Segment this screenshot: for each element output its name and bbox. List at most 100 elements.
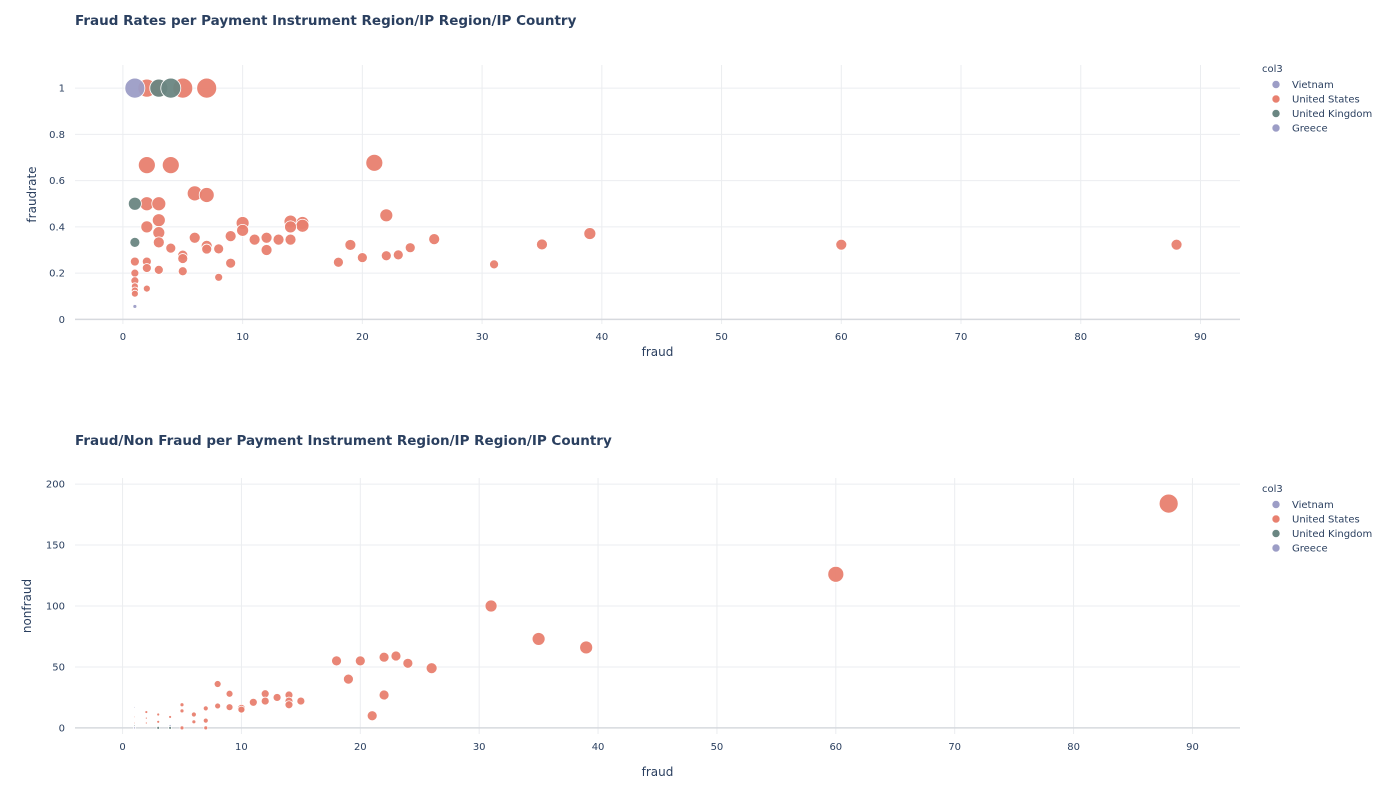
data-point — [354, 655, 366, 667]
legend-entry: United States — [1292, 95, 1360, 106]
data-point — [198, 187, 215, 203]
x-tick-label: 90 — [1194, 332, 1207, 343]
y-tick-label: 0 — [59, 723, 65, 734]
x-tick-label: 20 — [356, 332, 369, 343]
y-tick-label: 150 — [46, 541, 65, 552]
data-point — [331, 655, 342, 667]
data-point — [237, 705, 246, 714]
legend-marker — [1271, 514, 1281, 524]
data-point — [579, 640, 594, 655]
data-point — [203, 725, 209, 731]
data-point — [133, 726, 136, 730]
data-point — [202, 717, 209, 724]
data-point — [140, 220, 154, 234]
data-point — [296, 696, 306, 706]
data-point — [284, 220, 297, 234]
data-point — [272, 693, 282, 702]
data-point — [144, 716, 148, 720]
data-point — [583, 227, 597, 240]
y-axis-label: fraudrate — [25, 166, 39, 222]
data-point — [142, 284, 151, 293]
data-point — [133, 715, 136, 719]
x-tick-label: 40 — [595, 332, 608, 343]
data-point — [284, 233, 297, 246]
data-point — [295, 218, 310, 233]
data-point — [201, 243, 213, 255]
data-point — [127, 196, 142, 211]
legend-entry: United Kingdom — [1292, 109, 1372, 120]
x-tick-label: 0 — [120, 332, 126, 343]
x-tick-label: 60 — [835, 332, 848, 343]
data-point — [272, 233, 285, 246]
x-tick-label: 30 — [476, 332, 489, 343]
y-tick-label: 1 — [59, 84, 65, 95]
data-point — [137, 156, 156, 175]
data-point — [168, 715, 173, 719]
series-united-kingdom — [133, 724, 173, 730]
data-point — [133, 721, 136, 725]
legend-marker — [1271, 94, 1281, 104]
x-tick-label: 70 — [955, 332, 968, 343]
data-point — [835, 238, 848, 251]
data-point — [365, 153, 384, 172]
legend-marker — [1271, 109, 1281, 118]
data-point — [284, 700, 294, 710]
data-point — [214, 702, 222, 710]
data-point — [156, 719, 161, 724]
legend-marker — [1271, 123, 1281, 133]
data-point — [179, 725, 185, 731]
x-tick-label: 90 — [1186, 742, 1199, 753]
data-point — [531, 632, 546, 646]
data-point — [236, 223, 250, 237]
data-point — [536, 238, 548, 251]
data-point — [404, 242, 416, 254]
y-tick-label: 0.6 — [49, 176, 65, 187]
data-point — [132, 304, 138, 309]
data-point — [129, 256, 140, 267]
data-point — [402, 657, 414, 669]
x-tick-label: 80 — [1067, 742, 1080, 753]
data-point — [344, 239, 357, 251]
data-point — [260, 244, 273, 256]
legend-title: col3 — [1262, 64, 1283, 75]
data-point — [156, 712, 161, 717]
data-point — [129, 236, 141, 248]
legend-marker — [1271, 80, 1281, 89]
data-point — [260, 231, 273, 244]
x-tick-label: 50 — [715, 332, 728, 343]
data-point — [380, 250, 392, 262]
y-tick-label: 0 — [59, 315, 65, 326]
series-united-states — [129, 77, 1183, 298]
data-point — [260, 696, 270, 706]
plot-1: 0 10 20 30 40 50 60 70 80 90 0 0.2 0.4 0.6 0.8 1 fraud fr… — [25, 64, 1372, 359]
x-tick-label: 70 — [948, 742, 961, 753]
series-united-kingdom — [127, 77, 182, 248]
data-point — [152, 236, 165, 249]
series-greece — [133, 706, 172, 727]
legend-entry: United Kingdom — [1292, 529, 1372, 540]
data-point — [489, 259, 499, 270]
y-tick-label: 0.4 — [49, 222, 65, 233]
series-vietnam — [124, 77, 146, 99]
data-point — [124, 77, 146, 99]
data-point — [260, 689, 270, 699]
data-point — [196, 77, 218, 99]
legend-title: col3 — [1262, 484, 1283, 495]
data-point — [141, 263, 152, 273]
data-point — [356, 252, 368, 264]
legend: col3 Vietnam United States United Kingdom Gr… — [1262, 64, 1372, 135]
data-point — [144, 721, 148, 725]
x-tick-label: 20 — [354, 742, 367, 753]
data-point — [144, 710, 149, 714]
data-point — [392, 249, 404, 261]
data-point — [225, 689, 234, 698]
y-tick-label: 0.8 — [49, 130, 65, 141]
data-point — [177, 266, 188, 277]
x-tick-label: 40 — [592, 742, 605, 753]
y-axis-label: nonfraud — [20, 579, 34, 633]
data-point — [827, 565, 845, 583]
data-point — [379, 208, 394, 223]
data-point — [190, 711, 197, 718]
data-point — [153, 264, 164, 275]
x-tick-label: 10 — [236, 332, 249, 343]
